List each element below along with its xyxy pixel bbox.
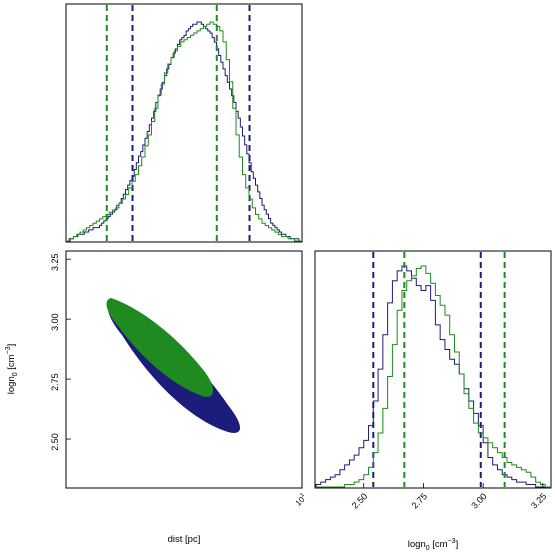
- navy-logn0-histogram: [315, 265, 550, 488]
- logn0-ytick-label: 2.50: [50, 433, 60, 451]
- logn0-histogram-panel: 2.50 2.75 3.00 3.25: [314, 250, 552, 511]
- green-dist-histogram: [67, 21, 301, 242]
- logn0-histogram-frame: [314, 250, 552, 489]
- dist-histogram-frame: [65, 3, 303, 243]
- logn0-ytick-label: 3.00: [50, 313, 60, 331]
- logn0-xtick-label: 2.50: [350, 491, 369, 510]
- logn0-ytick-label: 3.25: [50, 253, 60, 271]
- logn0-xtick-label: 2.75: [410, 491, 429, 510]
- dist-histogram-panel: [65, 3, 303, 243]
- joint-contour-panel: 2.50 2.75 3.00 3.25: [50, 250, 303, 489]
- green-contour: [106, 298, 214, 397]
- joint-contour-frame: [65, 250, 303, 489]
- logn0-xtick-label: 3.00: [469, 491, 488, 510]
- navy-dist-histogram: [67, 21, 301, 242]
- logn0-xtick-label: 3.25: [529, 491, 548, 510]
- bottom-left-ylabel: logn0 [cm−3]: [5, 344, 19, 394]
- dist-tick-label-10: 101: [293, 492, 309, 508]
- bottom-left-xlabel: dist [pc]: [168, 534, 201, 545]
- logn0-ytick-label: 2.75: [50, 373, 60, 391]
- green-logn0-histogram: [316, 265, 550, 488]
- bottom-right-xlabel: logn0 [cm−3]: [408, 538, 458, 552]
